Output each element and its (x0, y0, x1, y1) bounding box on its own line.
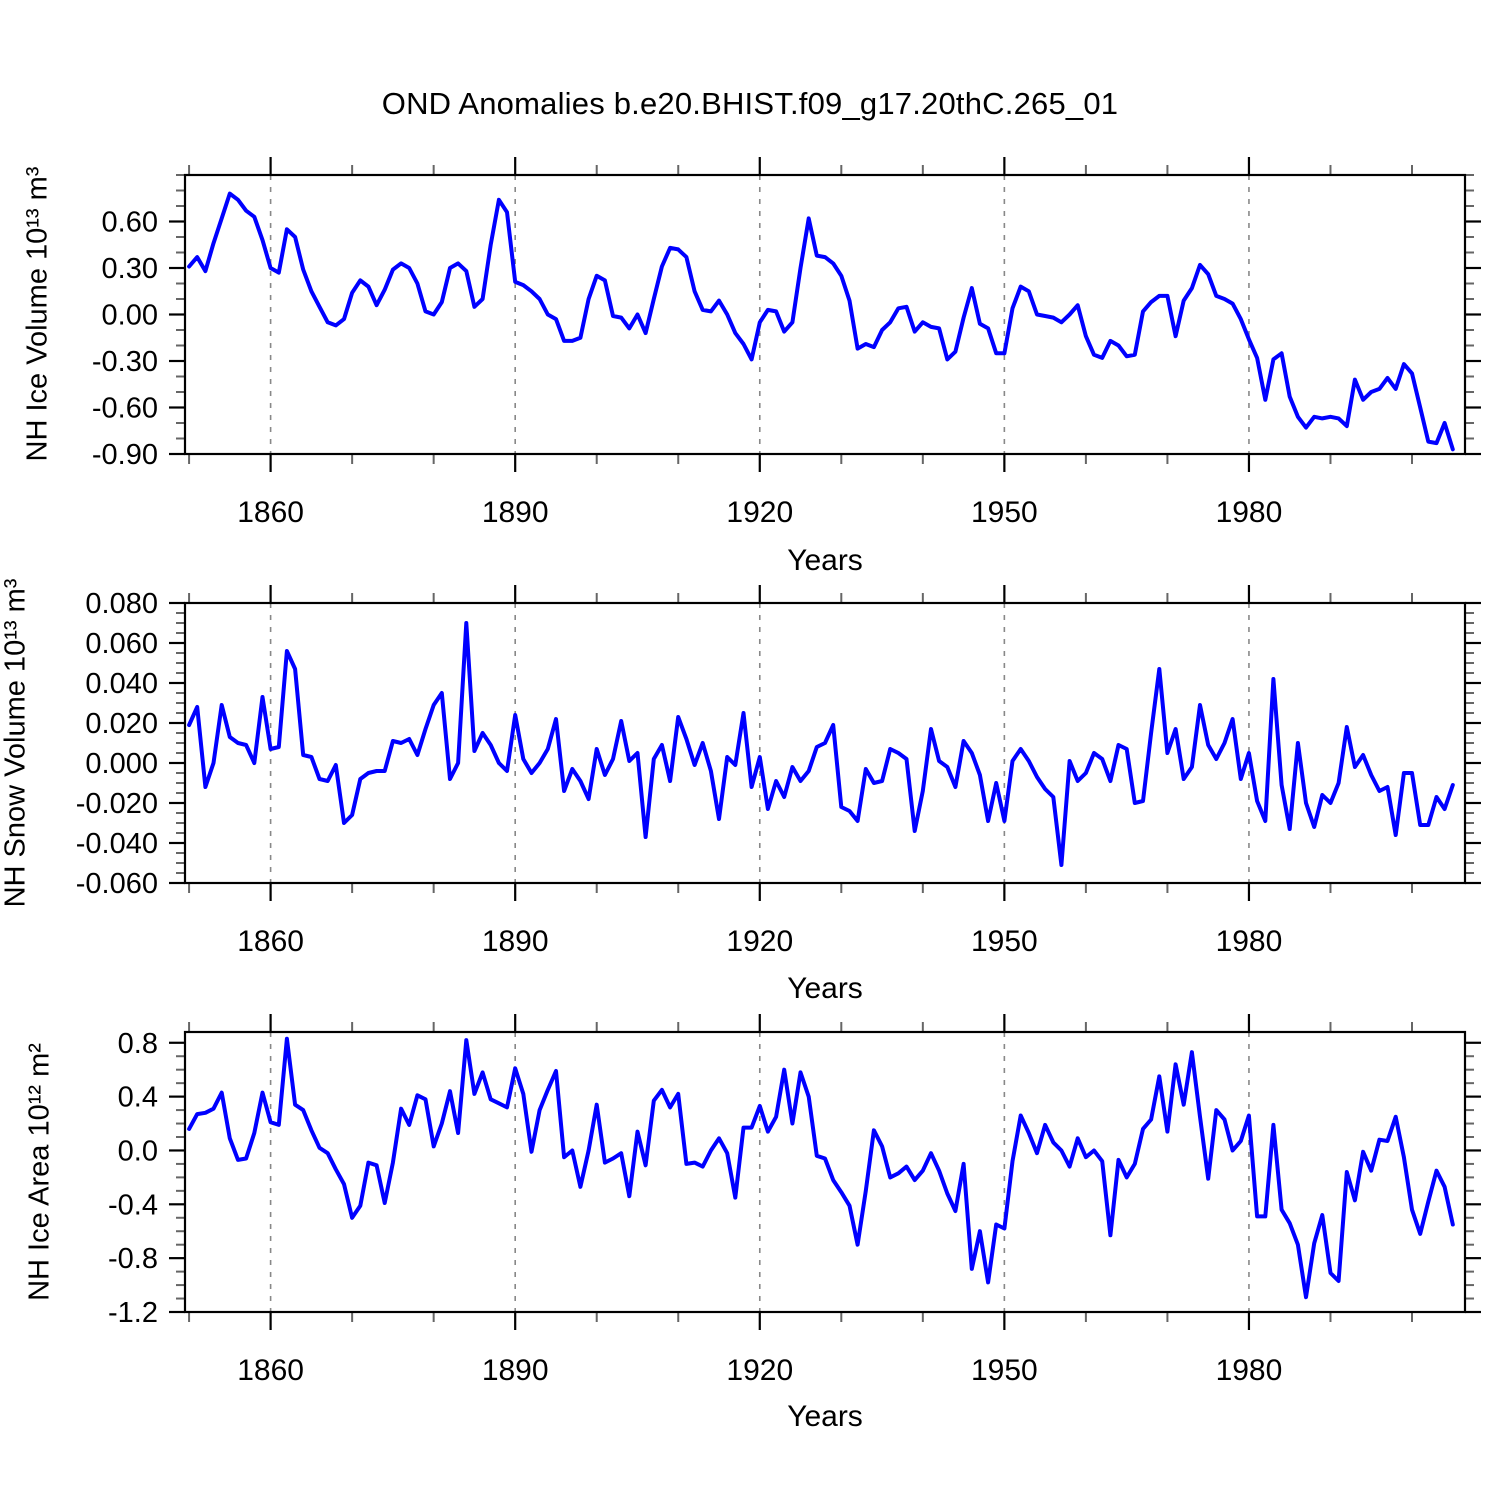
x-axis-label-years-middle: Years (787, 972, 863, 1005)
x-tick-label: 1890 (482, 496, 549, 529)
y-tick-label: 0.040 (85, 668, 158, 700)
y-tick-label: 0.00 (102, 300, 158, 332)
x-tick-label: 1860 (237, 925, 304, 958)
panel-frame (183, 173, 1467, 456)
y-tick-label: -1.2 (108, 1297, 158, 1329)
y-tick-label: -0.4 (108, 1189, 158, 1221)
x-tick-label: 1920 (726, 496, 793, 529)
y-tick-label: 0.30 (102, 253, 158, 285)
y-tick-label: 0.4 (118, 1082, 158, 1114)
page-title: OND Anomalies b.e20.BHIST.f09_g17.20thC.… (381, 86, 1119, 121)
y-tick-label: 0.080 (85, 588, 158, 620)
x-axis-label-years-bottom: Years (787, 1400, 863, 1433)
y-tick-label: 0.0 (118, 1135, 158, 1167)
x-tick-label: 1890 (482, 925, 549, 958)
y-tick-label: 0.020 (85, 708, 158, 740)
y-tick-label: -0.30 (92, 346, 158, 378)
x-tick-label: 1980 (1216, 1354, 1283, 1387)
x-tick-label: 1950 (971, 1354, 1038, 1387)
y-tick-label: -0.90 (92, 439, 158, 471)
panel-frame (183, 1030, 1467, 1314)
panel-frame (183, 601, 1467, 885)
y-tick-label: 0.000 (85, 748, 158, 780)
y-tick-label: 0.60 (102, 207, 158, 239)
series-line-snow-volume (187, 621, 1455, 867)
series-line-ice-volume (187, 191, 1455, 452)
y-tick-label: -0.020 (76, 788, 158, 820)
y-tick-label: -0.060 (76, 868, 158, 900)
y-tick-label: -0.8 (108, 1243, 158, 1275)
x-tick-label: 1890 (482, 1354, 549, 1387)
x-tick-label: 1920 (726, 925, 793, 958)
x-tick-label: 1860 (237, 496, 304, 529)
y-tick-label: 0.060 (85, 628, 158, 660)
y-tick-label: -0.60 (92, 393, 158, 425)
x-tick-label: 1860 (237, 1354, 304, 1387)
series-line-ice-area (187, 1036, 1455, 1300)
x-axis-label-years-top: Years (787, 544, 863, 577)
x-tick-label: 1920 (726, 1354, 793, 1387)
x-tick-label: 1980 (1216, 496, 1283, 529)
x-tick-label: 1980 (1216, 925, 1283, 958)
y-tick-label: -0.040 (76, 828, 158, 860)
x-tick-label: 1950 (971, 496, 1038, 529)
y-tick-label: 0.8 (118, 1028, 158, 1060)
x-tick-label: 1950 (971, 925, 1038, 958)
